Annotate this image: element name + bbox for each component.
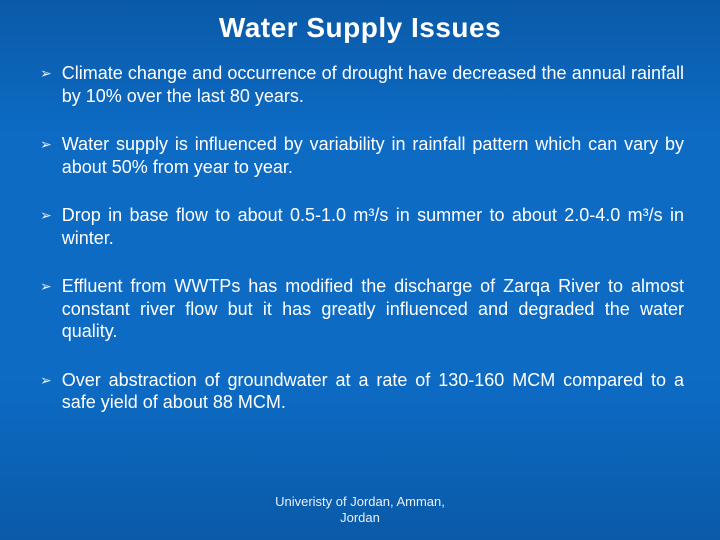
slide-title: Water Supply Issues: [36, 12, 684, 44]
footer-line-2: Jordan: [36, 510, 684, 526]
bullet-text: Water supply is influenced by variabilit…: [62, 133, 684, 178]
footer-line-1: Univeristy of Jordan, Amman,: [36, 494, 684, 510]
bullet-list: ➢ Climate change and occurrence of droug…: [36, 62, 684, 494]
bullet-marker-icon: ➢: [40, 204, 52, 226]
bullet-marker-icon: ➢: [40, 275, 52, 297]
bullet-marker-icon: ➢: [40, 369, 52, 391]
bullet-item: ➢ Drop in base flow to about 0.5-1.0 m³/…: [40, 204, 684, 249]
slide: Water Supply Issues ➢ Climate change and…: [0, 0, 720, 540]
bullet-item: ➢ Climate change and occurrence of droug…: [40, 62, 684, 107]
bullet-text: Climate change and occurrence of drought…: [62, 62, 684, 107]
bullet-text: Over abstraction of groundwater at a rat…: [62, 369, 684, 414]
bullet-item: ➢ Effluent from WWTPs has modified the d…: [40, 275, 684, 343]
bullet-marker-icon: ➢: [40, 62, 52, 84]
slide-footer: Univeristy of Jordan, Amman, Jordan: [36, 494, 684, 540]
bullet-text: Drop in base flow to about 0.5-1.0 m³/s …: [62, 204, 684, 249]
bullet-text: Effluent from WWTPs has modified the dis…: [62, 275, 684, 343]
bullet-item: ➢ Over abstraction of groundwater at a r…: [40, 369, 684, 414]
bullet-marker-icon: ➢: [40, 133, 52, 155]
bullet-item: ➢ Water supply is influenced by variabil…: [40, 133, 684, 178]
